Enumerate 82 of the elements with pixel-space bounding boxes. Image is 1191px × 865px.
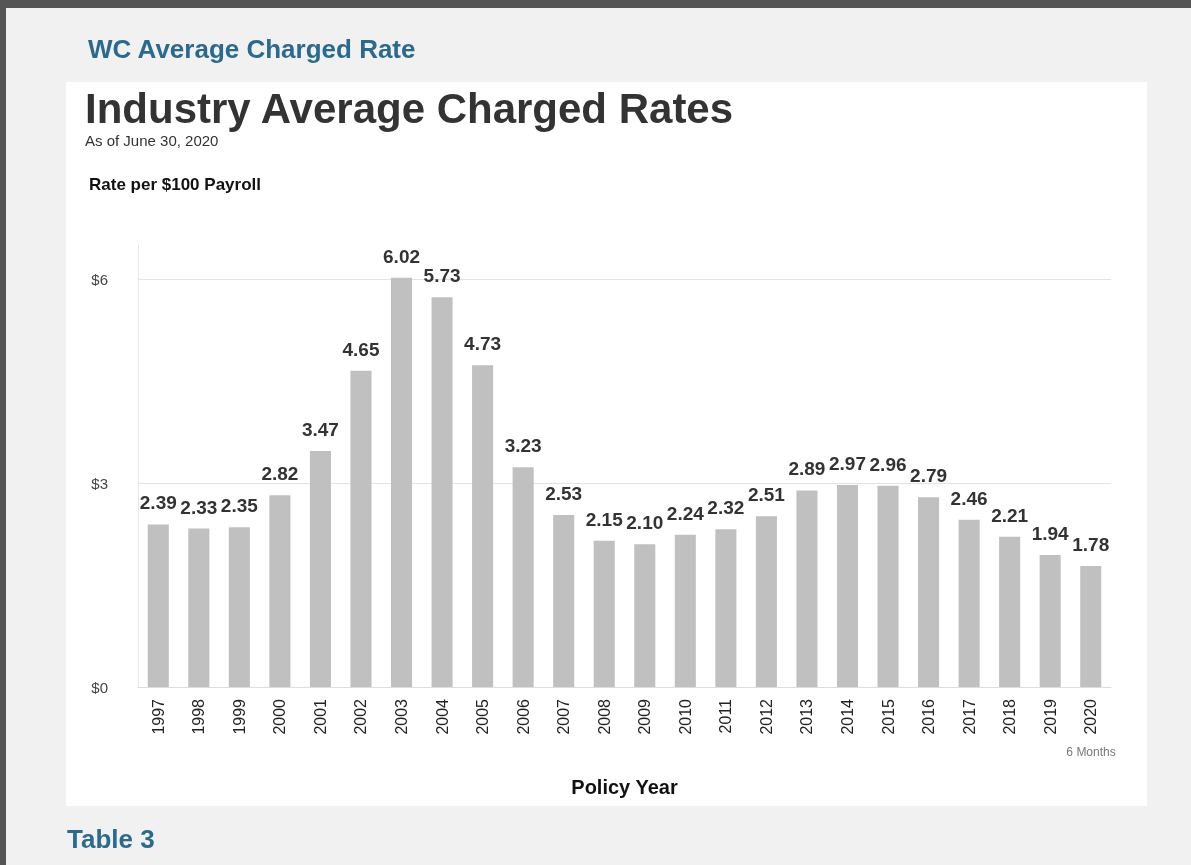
bar — [431, 297, 453, 687]
data-label: 5.73 — [423, 265, 461, 287]
x-tick-label: 2002 — [352, 698, 370, 735]
bar — [715, 529, 737, 687]
data-label: 4.65 — [342, 338, 380, 360]
bar — [1080, 565, 1102, 687]
bar — [958, 519, 980, 687]
x-tick-label: 2012 — [757, 698, 775, 735]
data-label: 2.15 — [585, 508, 624, 530]
bar — [593, 540, 615, 687]
data-label: 2.46 — [950, 487, 988, 509]
bar — [877, 485, 899, 687]
x-tick-label: 2003 — [393, 698, 411, 735]
data-label: 2.79 — [910, 465, 948, 487]
x-tick-label: 2010 — [676, 698, 694, 735]
x-tick-label: 2001 — [311, 698, 329, 735]
data-label: 6.02 — [383, 245, 421, 267]
bar — [147, 524, 169, 687]
x-tick-label: 2006 — [514, 698, 532, 735]
x-tick-label: 2011 — [717, 698, 735, 734]
bar — [796, 490, 818, 687]
text: 6 Months — [1066, 745, 1116, 759]
x-tick-label: 2015 — [879, 698, 897, 735]
data-label: 2.39 — [139, 492, 177, 514]
x-tick-label: 2014 — [838, 698, 856, 735]
bar — [188, 528, 210, 687]
data-label: 2.89 — [788, 458, 826, 480]
x-tick-label: 2005 — [474, 698, 492, 735]
data-label: 2.51 — [747, 484, 786, 506]
bar — [999, 536, 1021, 687]
bar — [309, 451, 331, 687]
x-tick-label: 2008 — [595, 698, 613, 735]
y-tick-label: $6 — [91, 270, 108, 288]
x-tick-label: 2018 — [1001, 698, 1019, 735]
x-tick-label: 2016 — [920, 698, 938, 735]
x-tick-label: 1999 — [230, 698, 248, 735]
data-label: 2.21 — [991, 504, 1029, 526]
bar — [390, 277, 413, 687]
data-label: 2.35 — [220, 495, 259, 517]
data-label: 3.47 — [301, 419, 339, 441]
bar — [228, 527, 250, 687]
chart-subtitle: As of June 30, 2020 — [85, 132, 219, 149]
data-label: 4.73 — [464, 333, 502, 355]
bar — [634, 544, 656, 687]
y-tick-label: $0 — [91, 678, 108, 696]
data-label: 2.33 — [180, 496, 218, 518]
bar — [674, 534, 696, 687]
data-label: 1.94 — [1031, 523, 1070, 545]
data-label: 2.10 — [626, 512, 664, 534]
x-tick-label: 1997 — [149, 698, 167, 735]
x-tick-label: 2009 — [636, 698, 654, 735]
bar — [269, 495, 291, 687]
data-label: 2.32 — [707, 497, 745, 519]
x-tick-label: 2019 — [1041, 698, 1059, 735]
bar — [755, 516, 777, 687]
x-tick-label: 2017 — [960, 698, 978, 735]
caption: Table 3 — [67, 824, 155, 854]
bar — [553, 514, 575, 687]
text: WC Average Charged Rate — [88, 34, 416, 64]
x-tick-label: 2020 — [1082, 698, 1100, 735]
data-label: 3.23 — [504, 435, 542, 457]
bar — [472, 365, 494, 687]
bar — [1039, 555, 1061, 687]
y-axis-title: Rate per $100 Payroll — [89, 175, 261, 194]
x-tick-label: 2000 — [271, 698, 289, 735]
bar — [512, 467, 534, 687]
data-label: 2.97 — [828, 453, 866, 475]
data-label: 1.78 — [1072, 533, 1110, 555]
data-label: 2.96 — [869, 453, 907, 475]
data-label: 2.82 — [261, 463, 299, 485]
x-tick-label: 2007 — [555, 698, 573, 735]
data-label: 2.24 — [666, 502, 705, 524]
x-tick-label: 1998 — [190, 698, 208, 735]
x-tick-label: 2004 — [433, 698, 451, 735]
bar — [350, 370, 372, 687]
y-tick-label: $3 — [91, 474, 108, 492]
bar — [918, 497, 940, 687]
x-tick-label: 2013 — [798, 698, 816, 735]
bar — [836, 485, 859, 687]
data-label: 2.53 — [545, 482, 583, 504]
chart-title: Industry Average Charged Rates — [85, 84, 734, 132]
x-axis-title: Policy Year — [571, 776, 678, 798]
